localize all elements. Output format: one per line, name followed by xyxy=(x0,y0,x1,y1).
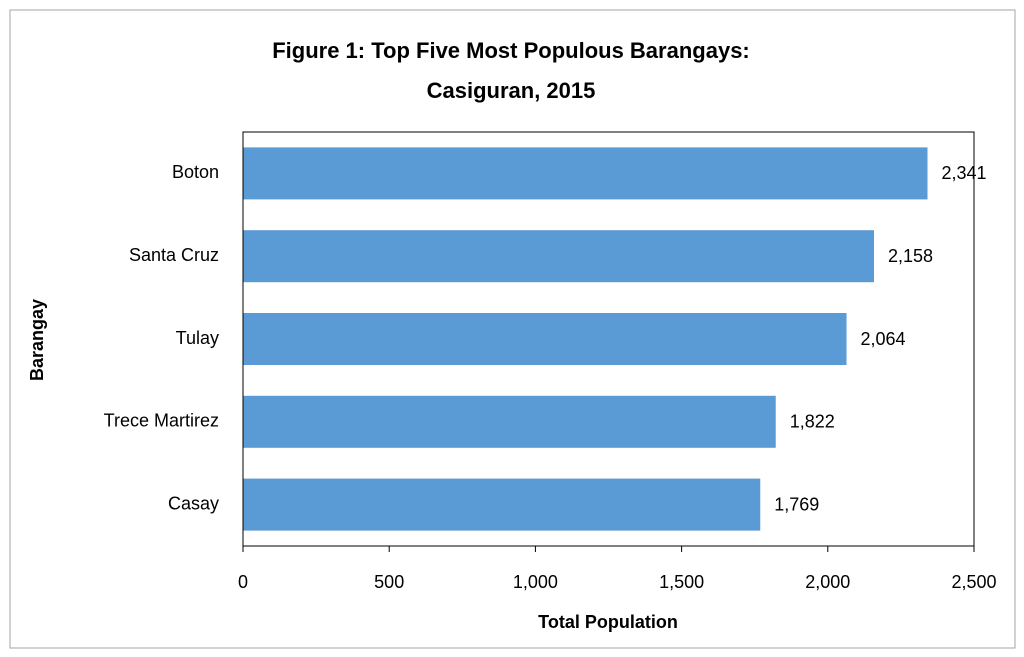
x-axis-label: Total Population xyxy=(538,612,678,632)
y-tick-label: Trece Martirez xyxy=(104,411,219,431)
bar xyxy=(243,230,874,283)
bar xyxy=(243,478,761,531)
x-tick-label: 1,500 xyxy=(659,572,704,592)
x-tick-label: 2,500 xyxy=(951,572,996,592)
data-label: 2,158 xyxy=(888,246,933,266)
data-label: 2,064 xyxy=(861,329,906,349)
y-tick-label: Santa Cruz xyxy=(129,245,219,265)
y-tick-label: Boton xyxy=(172,162,219,182)
data-label: 2,341 xyxy=(942,163,987,183)
data-label: 1,822 xyxy=(790,412,835,432)
bar xyxy=(243,395,776,448)
plot-area-border xyxy=(242,131,975,547)
y-tick-label: Tulay xyxy=(176,328,219,348)
data-label: 1,769 xyxy=(774,494,819,514)
x-tick-label: 0 xyxy=(238,572,248,592)
chart-title: Casiguran, 2015 xyxy=(427,78,596,103)
x-tick-label: 1,000 xyxy=(513,572,558,592)
x-tick-label: 2,000 xyxy=(805,572,850,592)
y-tick-label: Casay xyxy=(168,493,219,513)
y-axis-label: Barangay xyxy=(27,299,47,381)
bar xyxy=(243,147,928,200)
bar xyxy=(243,313,847,365)
chart-title: Figure 1: Top Five Most Populous Baranga… xyxy=(272,38,750,63)
x-tick-label: 500 xyxy=(374,572,404,592)
